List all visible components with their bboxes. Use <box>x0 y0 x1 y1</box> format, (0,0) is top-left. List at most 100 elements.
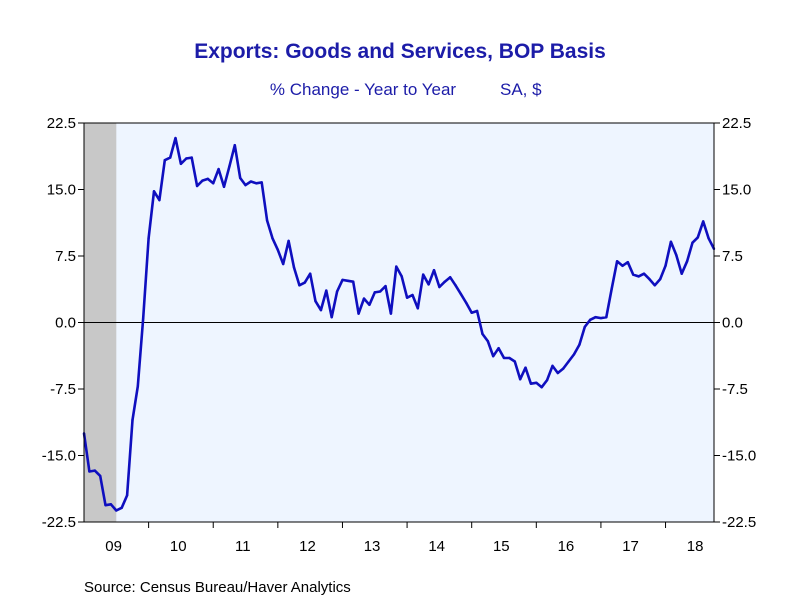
data-point <box>443 280 446 283</box>
data-point <box>276 248 280 251</box>
x-axis-ticks: 09 10 11 12 13 14 15 16 17 18 <box>105 522 703 555</box>
data-point <box>481 332 484 336</box>
data-point <box>448 276 452 279</box>
data-point <box>282 262 285 266</box>
x-tick-label: 14 <box>428 538 445 555</box>
data-point <box>535 381 538 384</box>
data-point <box>545 378 549 382</box>
data-point <box>562 367 565 370</box>
data-point <box>685 260 689 263</box>
y-tick-label-right: -7.5 <box>722 381 748 398</box>
data-point <box>120 506 123 510</box>
series-line <box>82 136 716 512</box>
data-point <box>244 183 247 187</box>
data-point <box>594 315 597 319</box>
data-point <box>265 219 269 222</box>
data-point <box>621 264 624 267</box>
data-point <box>142 316 145 320</box>
data-point <box>416 307 420 310</box>
data-point <box>599 316 603 320</box>
data-point <box>115 509 118 512</box>
x-tick-label: 13 <box>364 538 381 555</box>
data-point <box>400 275 403 278</box>
data-point <box>346 279 350 283</box>
data-point <box>615 260 619 263</box>
data-point <box>508 356 511 360</box>
data-point <box>572 353 576 356</box>
data-point <box>497 347 500 350</box>
data-point <box>104 503 107 507</box>
data-point <box>217 167 220 171</box>
y-tick-label-left: 7.5 <box>55 248 76 265</box>
chart-subtitle: % Change - Year to Year <box>270 80 457 99</box>
data-point <box>626 261 630 264</box>
data-point <box>287 239 290 243</box>
data-point <box>93 469 96 472</box>
data-point <box>384 284 387 288</box>
data-point <box>158 198 161 202</box>
x-tick-label: 12 <box>299 538 316 555</box>
data-point <box>551 364 554 368</box>
data-point <box>567 360 570 363</box>
data-point <box>702 220 705 223</box>
data-point <box>669 240 673 244</box>
data-point <box>228 165 231 168</box>
data-point <box>292 266 296 269</box>
data-point <box>405 296 409 299</box>
data-point <box>680 272 683 275</box>
data-point <box>486 339 490 343</box>
data-point <box>642 272 646 275</box>
data-point <box>314 300 317 303</box>
data-point <box>368 303 371 306</box>
data-point <box>233 143 236 147</box>
data-point <box>136 385 140 388</box>
data-point <box>109 503 113 506</box>
data-point <box>373 291 376 294</box>
data-point <box>529 382 533 385</box>
y-tick-label-right: 15.0 <box>722 182 751 199</box>
data-point <box>195 184 199 188</box>
source-note: Source: Census Bureau/Haver Analytics <box>84 579 351 596</box>
x-tick-label: 15 <box>493 538 510 555</box>
data-point <box>475 309 479 313</box>
data-point <box>255 182 258 185</box>
y-tick-label-right: -22.5 <box>722 514 756 531</box>
x-tick-label: 11 <box>235 538 251 555</box>
y-tick-label-right: 7.5 <box>722 248 743 265</box>
data-point <box>658 277 662 281</box>
data-point <box>362 297 366 300</box>
data-point <box>411 293 414 297</box>
data-point <box>168 156 172 159</box>
data-point <box>125 494 129 497</box>
chart-subtitle-units: SA, $ <box>500 80 542 99</box>
y-tick-label-left: 0.0 <box>55 315 76 332</box>
data-point <box>465 301 468 305</box>
y-axis-ticks: 22.5 22.5 15.0 15.0 7.5 7.5 0.0 0.0 -7.5 -7.5 -15.… <box>42 115 756 531</box>
data-point <box>147 237 150 240</box>
data-point <box>88 470 91 473</box>
data-point <box>335 290 339 293</box>
data-points <box>82 136 716 512</box>
data-point <box>637 275 640 278</box>
data-point <box>427 283 430 286</box>
data-point <box>648 277 651 281</box>
data-point <box>325 289 328 292</box>
data-point <box>357 312 360 315</box>
y-tick-label-left: 22.5 <box>47 115 76 132</box>
x-tick-label: 18 <box>687 538 704 555</box>
data-point <box>492 354 495 358</box>
data-point <box>432 268 436 272</box>
data-point <box>438 285 441 289</box>
y-tick-label-left: -22.5 <box>42 514 76 531</box>
data-point <box>578 343 581 346</box>
data-point <box>454 284 457 287</box>
data-point <box>691 241 694 244</box>
data-point <box>352 280 355 283</box>
data-point <box>201 179 204 182</box>
data-point <box>319 308 323 312</box>
data-point <box>238 176 242 180</box>
data-point <box>583 325 586 329</box>
data-point <box>212 182 215 185</box>
x-tick-label: 16 <box>558 538 575 555</box>
chart-title: Exports: Goods and Services, BOP Basis <box>194 40 606 63</box>
